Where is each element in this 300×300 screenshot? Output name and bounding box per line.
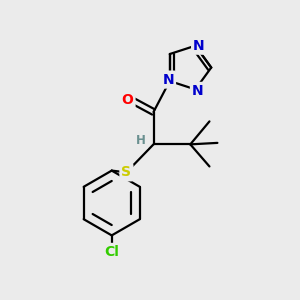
Text: Cl: Cl: [104, 245, 119, 259]
Text: O: O: [122, 93, 134, 106]
Text: N: N: [192, 84, 203, 98]
Text: H: H: [136, 134, 146, 147]
Text: N: N: [162, 73, 174, 87]
Text: N: N: [193, 39, 205, 53]
Text: S: S: [122, 165, 131, 179]
